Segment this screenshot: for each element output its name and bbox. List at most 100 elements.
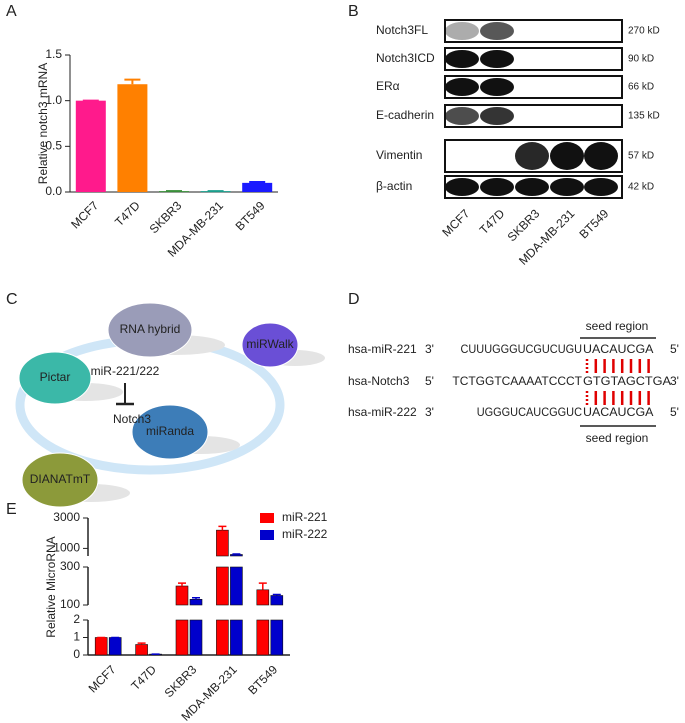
error-bar: [258, 582, 267, 590]
end-label: 5': [670, 405, 679, 419]
row-label: Vimentin: [376, 148, 422, 162]
panel-label: E: [6, 501, 17, 518]
bar: [256, 589, 270, 606]
bar: [216, 619, 229, 656]
x-tick-label: SKBR3: [147, 198, 185, 236]
y-axis-title: Relative MicroRNA: [44, 536, 58, 637]
blot-band: [445, 22, 479, 40]
sequence: UGGGUCAUCGGUC: [477, 405, 583, 419]
bar: [216, 566, 229, 606]
error-bar: [249, 180, 266, 183]
x-tick-label: BT549: [245, 662, 280, 697]
bar: [189, 619, 203, 656]
x-tick-label: SKBR3: [162, 662, 200, 700]
bar: [270, 619, 284, 656]
blot-band: [445, 178, 479, 196]
bar: [242, 182, 273, 192]
seed-sequence: UACAUCGA: [583, 342, 653, 356]
x-tick-label: MCF7: [86, 662, 119, 695]
y-tick-label: 0.5: [45, 139, 62, 153]
node-label: RNA hybrid: [120, 322, 181, 336]
seed-sequence: GTGTAGCTGA: [583, 374, 671, 388]
target-label: Notch3: [113, 412, 151, 426]
node: [131, 404, 209, 460]
blot-band: [584, 178, 618, 196]
column-label: T47D: [477, 206, 508, 237]
end-label: 5': [425, 374, 434, 388]
sequence-name: hsa-Notch3: [348, 374, 410, 388]
x-tick-label: MCF7: [68, 198, 101, 231]
blot-band: [515, 142, 549, 170]
blot-band: [480, 107, 514, 125]
size-label: 42 kD: [628, 182, 654, 193]
error-bar: [218, 525, 227, 531]
end-label: 5': [670, 342, 679, 356]
legend-label: miR-222: [282, 527, 328, 541]
row-label: Notch3FL: [376, 23, 428, 37]
bar: [175, 585, 189, 606]
node: [18, 351, 92, 405]
blot-band: [550, 178, 584, 196]
bar: [230, 566, 243, 606]
panel-label: D: [348, 291, 360, 308]
sequence-name: hsa-miR-222: [348, 405, 417, 419]
blot-band: [445, 107, 479, 125]
y-tick-label: 1.0: [45, 93, 62, 107]
blot-band: [480, 50, 514, 68]
panel-label: C: [6, 291, 18, 308]
y-tick-label: 0.0: [45, 184, 62, 198]
bar: [230, 619, 243, 656]
bar: [135, 644, 148, 656]
blot-band: [445, 78, 479, 96]
blot-band: [480, 22, 514, 40]
legend-swatch: [260, 513, 274, 523]
x-tick-label: T47D: [128, 662, 159, 693]
bar: [75, 100, 106, 192]
y-axis-title: Relative notch3 mRNA: [36, 63, 50, 184]
legend-swatch: [260, 530, 274, 540]
sequence-name: hsa-miR-221: [348, 342, 417, 356]
end-label: 3': [425, 342, 434, 356]
blot-band: [550, 142, 584, 170]
y-tick-label: 2: [73, 612, 80, 626]
bar: [94, 637, 108, 656]
size-label: 66 kD: [628, 82, 654, 93]
regulator-label: miR-221/222: [91, 364, 160, 378]
error-bar: [272, 593, 281, 596]
y-tick-label: 1000: [53, 541, 80, 555]
y-tick-label: 1: [73, 630, 80, 644]
seed-label: seed region: [586, 431, 649, 445]
seed-sequence: UACAUCGA: [583, 405, 653, 419]
y-tick-label: 3000: [53, 510, 80, 524]
sequence: TCTGGTCAAAATCCCT: [452, 374, 582, 388]
blot-band: [445, 50, 479, 68]
end-label: 3': [425, 405, 434, 419]
size-label: 135 kD: [628, 111, 660, 122]
y-tick-label: 100: [60, 597, 80, 611]
row-label: E-cadherin: [376, 108, 434, 122]
x-tick-label: BT549: [233, 198, 268, 233]
sequence: CUUUGGGUCGUCUGU: [461, 342, 583, 356]
error-bar: [192, 597, 200, 600]
node-label: miRanda: [146, 424, 194, 438]
seed-label: seed region: [586, 319, 649, 333]
column-label: BT549: [576, 206, 611, 241]
bar: [216, 529, 229, 557]
blot-band: [480, 78, 514, 96]
row-label: Notch3ICD: [376, 51, 435, 65]
panel-label: B: [348, 3, 359, 20]
blot-band: [584, 142, 618, 170]
node: [21, 452, 99, 508]
bar: [117, 84, 148, 192]
end-label: 3': [670, 374, 679, 388]
node: [107, 302, 193, 358]
bar: [270, 595, 284, 606]
y-tick-label: 0: [73, 647, 80, 661]
y-tick-label: 300: [60, 559, 80, 573]
panel-label: A: [6, 3, 17, 20]
error-bar: [137, 642, 146, 645]
size-label: 90 kD: [628, 54, 654, 65]
bar: [189, 598, 203, 606]
bar: [108, 637, 122, 656]
node: [241, 322, 299, 368]
